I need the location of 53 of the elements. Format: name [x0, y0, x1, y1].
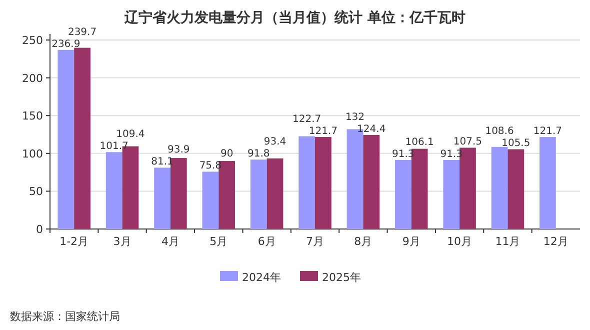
- data-label: 107.5: [453, 136, 482, 148]
- data-label: 93.4: [264, 136, 286, 148]
- data-label: 108.6: [485, 126, 514, 138]
- data-label: 121.7: [533, 126, 562, 137]
- x-tick-label: 5月: [210, 235, 228, 248]
- data-label: 109.4: [116, 129, 145, 140]
- bar: [154, 168, 170, 229]
- bar: [74, 48, 90, 229]
- x-tick-label: 3月: [113, 235, 132, 248]
- bar: [202, 172, 219, 229]
- x-tick-label: 6月: [258, 235, 276, 248]
- bar: [315, 136, 332, 229]
- data-label: 132: [345, 112, 365, 123]
- data-label: 122.7: [292, 114, 322, 125]
- data-label: 101.7: [100, 141, 128, 152]
- x-tick-label: 4月: [161, 235, 180, 248]
- bar: [540, 136, 556, 229]
- y-tick-label: 0: [36, 223, 43, 236]
- data-label: 105.5: [502, 138, 530, 150]
- bar: [443, 160, 460, 229]
- y-tick-label: 200: [22, 72, 43, 85]
- data-label: 93.9: [168, 144, 190, 156]
- source-note: 数据来源：国家统计局: [10, 310, 120, 323]
- bar: [394, 160, 412, 229]
- data-label: 124.4: [357, 124, 386, 135]
- bar: [298, 136, 315, 229]
- x-tick-label: 7月: [306, 235, 324, 248]
- x-tick-label: 10月: [447, 235, 472, 248]
- data-label: 106.1: [405, 136, 434, 148]
- data-label: 91.8: [247, 148, 270, 160]
- bar: [106, 152, 122, 229]
- x-tick-label: 8月: [354, 235, 372, 248]
- x-tick-label: 12月: [543, 235, 568, 248]
- chart-title: 辽宁省火力发电量分月（当月值）统计 单位：亿千瓦时: [124, 9, 466, 26]
- bar: [250, 160, 267, 229]
- y-tick-label: 250: [22, 34, 43, 47]
- bar: [266, 158, 284, 229]
- y-tick-label: 150: [22, 110, 43, 123]
- y-tick-label: 50: [29, 185, 43, 198]
- data-label: 236.9: [52, 38, 80, 50]
- legend-label: 2025年: [322, 271, 361, 284]
- legend-label: 2024年: [242, 271, 281, 284]
- data-label: 239.7: [68, 26, 97, 38]
- x-tick-label: 1-2月: [60, 235, 89, 248]
- y-tick-label: 100: [22, 147, 43, 160]
- bar: [491, 146, 508, 229]
- data-label: 90: [220, 148, 234, 160]
- bar: [508, 149, 524, 229]
- bar: [363, 134, 380, 229]
- bar: [58, 50, 74, 229]
- x-tick-label: 11月: [495, 235, 520, 248]
- data-label: 121.7: [308, 126, 338, 137]
- x-tick-label: 9月: [402, 235, 420, 248]
